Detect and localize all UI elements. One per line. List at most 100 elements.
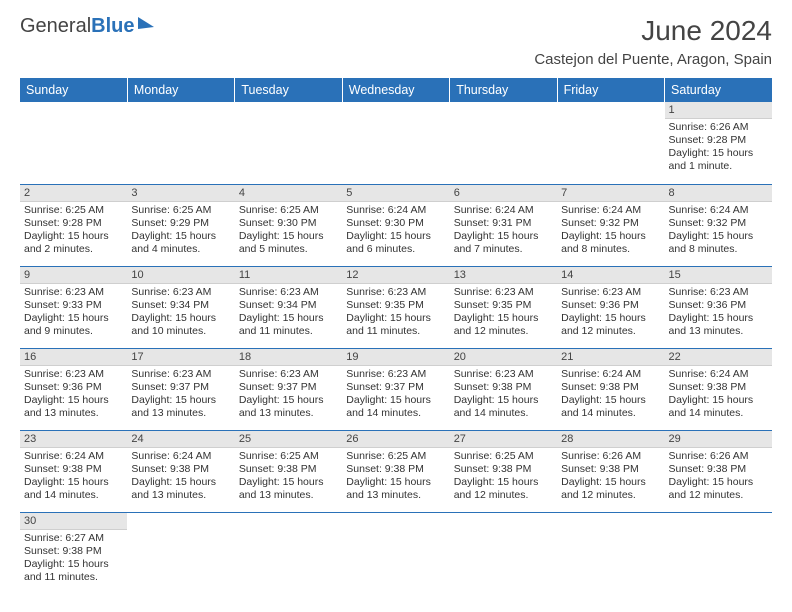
day-body: Sunrise: 6:23 AMSunset: 9:37 PMDaylight:…: [342, 366, 449, 425]
day-number: 30: [20, 513, 127, 530]
calendar-cell: [450, 102, 557, 184]
sunrise-text: Sunrise: 6:24 AM: [454, 204, 553, 217]
sunrise-text: Sunrise: 6:23 AM: [669, 286, 768, 299]
day-number: 14: [557, 267, 664, 284]
sunrise-text: Sunrise: 6:23 AM: [346, 368, 445, 381]
day-body: Sunrise: 6:23 AMSunset: 9:36 PMDaylight:…: [20, 366, 127, 425]
calendar-cell: 20Sunrise: 6:23 AMSunset: 9:38 PMDayligh…: [450, 348, 557, 430]
daylight-text: Daylight: 15 hours and 8 minutes.: [561, 230, 660, 256]
day-number: 20: [450, 349, 557, 366]
day-number: 3: [127, 185, 234, 202]
title-block: June 2024 Castejon del Puente, Aragon, S…: [534, 15, 772, 68]
calendar-row: 9Sunrise: 6:23 AMSunset: 9:33 PMDaylight…: [20, 266, 772, 348]
daylight-text: Daylight: 15 hours and 14 minutes.: [669, 394, 768, 420]
day-number: 10: [127, 267, 234, 284]
calendar-cell: 21Sunrise: 6:24 AMSunset: 9:38 PMDayligh…: [557, 348, 664, 430]
daylight-text: Daylight: 15 hours and 7 minutes.: [454, 230, 553, 256]
sunrise-text: Sunrise: 6:23 AM: [346, 286, 445, 299]
calendar-cell: [127, 512, 234, 594]
calendar-cell: 2Sunrise: 6:25 AMSunset: 9:28 PMDaylight…: [20, 184, 127, 266]
day-body: Sunrise: 6:25 AMSunset: 9:30 PMDaylight:…: [235, 202, 342, 261]
day-body: Sunrise: 6:23 AMSunset: 9:37 PMDaylight:…: [235, 366, 342, 425]
day-body: Sunrise: 6:23 AMSunset: 9:33 PMDaylight:…: [20, 284, 127, 343]
sunrise-text: Sunrise: 6:24 AM: [561, 368, 660, 381]
calendar-cell: 15Sunrise: 6:23 AMSunset: 9:36 PMDayligh…: [665, 266, 772, 348]
sunset-text: Sunset: 9:36 PM: [561, 299, 660, 312]
sunset-text: Sunset: 9:30 PM: [346, 217, 445, 230]
daylight-text: Daylight: 15 hours and 10 minutes.: [131, 312, 230, 338]
day-number: 4: [235, 185, 342, 202]
calendar-cell: 8Sunrise: 6:24 AMSunset: 9:32 PMDaylight…: [665, 184, 772, 266]
sunrise-text: Sunrise: 6:23 AM: [239, 368, 338, 381]
sunset-text: Sunset: 9:38 PM: [561, 381, 660, 394]
daylight-text: Daylight: 15 hours and 12 minutes.: [669, 476, 768, 502]
day-body: Sunrise: 6:23 AMSunset: 9:35 PMDaylight:…: [450, 284, 557, 343]
daylight-text: Daylight: 15 hours and 1 minute.: [669, 147, 768, 173]
month-title: June 2024: [534, 15, 772, 47]
day-body: Sunrise: 6:25 AMSunset: 9:29 PMDaylight:…: [127, 202, 234, 261]
day-header: Saturday: [665, 78, 772, 102]
sunrise-text: Sunrise: 6:23 AM: [454, 368, 553, 381]
sunrise-text: Sunrise: 6:24 AM: [24, 450, 123, 463]
sunset-text: Sunset: 9:38 PM: [454, 381, 553, 394]
sunrise-text: Sunrise: 6:25 AM: [131, 204, 230, 217]
day-body: Sunrise: 6:24 AMSunset: 9:30 PMDaylight:…: [342, 202, 449, 261]
sunset-text: Sunset: 9:35 PM: [346, 299, 445, 312]
daylight-text: Daylight: 15 hours and 12 minutes.: [561, 312, 660, 338]
day-number: 13: [450, 267, 557, 284]
day-number: 27: [450, 431, 557, 448]
day-body: Sunrise: 6:27 AMSunset: 9:38 PMDaylight:…: [20, 530, 127, 589]
calendar-cell: 27Sunrise: 6:25 AMSunset: 9:38 PMDayligh…: [450, 430, 557, 512]
daylight-text: Daylight: 15 hours and 5 minutes.: [239, 230, 338, 256]
sunset-text: Sunset: 9:33 PM: [24, 299, 123, 312]
sunrise-text: Sunrise: 6:24 AM: [346, 204, 445, 217]
calendar-cell: 9Sunrise: 6:23 AMSunset: 9:33 PMDaylight…: [20, 266, 127, 348]
day-number: 21: [557, 349, 664, 366]
calendar-cell: 7Sunrise: 6:24 AMSunset: 9:32 PMDaylight…: [557, 184, 664, 266]
calendar-head: SundayMondayTuesdayWednesdayThursdayFrid…: [20, 78, 772, 102]
day-number: 7: [557, 185, 664, 202]
day-number: 28: [557, 431, 664, 448]
day-body: Sunrise: 6:23 AMSunset: 9:36 PMDaylight:…: [557, 284, 664, 343]
sunset-text: Sunset: 9:30 PM: [239, 217, 338, 230]
day-body: Sunrise: 6:23 AMSunset: 9:38 PMDaylight:…: [450, 366, 557, 425]
sunset-text: Sunset: 9:36 PM: [24, 381, 123, 394]
day-body: Sunrise: 6:24 AMSunset: 9:38 PMDaylight:…: [557, 366, 664, 425]
calendar-cell: 13Sunrise: 6:23 AMSunset: 9:35 PMDayligh…: [450, 266, 557, 348]
calendar-cell: 17Sunrise: 6:23 AMSunset: 9:37 PMDayligh…: [127, 348, 234, 430]
day-body: Sunrise: 6:25 AMSunset: 9:38 PMDaylight:…: [342, 448, 449, 507]
day-body: Sunrise: 6:24 AMSunset: 9:32 PMDaylight:…: [665, 202, 772, 261]
daylight-text: Daylight: 15 hours and 14 minutes.: [346, 394, 445, 420]
calendar-row: 23Sunrise: 6:24 AMSunset: 9:38 PMDayligh…: [20, 430, 772, 512]
day-body: Sunrise: 6:25 AMSunset: 9:28 PMDaylight:…: [20, 202, 127, 261]
sunrise-text: Sunrise: 6:23 AM: [561, 286, 660, 299]
calendar-row: 16Sunrise: 6:23 AMSunset: 9:36 PMDayligh…: [20, 348, 772, 430]
location: Castejon del Puente, Aragon, Spain: [534, 51, 772, 68]
sunrise-text: Sunrise: 6:25 AM: [239, 450, 338, 463]
daylight-text: Daylight: 15 hours and 14 minutes.: [561, 394, 660, 420]
sunset-text: Sunset: 9:38 PM: [24, 463, 123, 476]
calendar-cell: [342, 512, 449, 594]
day-number: 16: [20, 349, 127, 366]
calendar-cell: 1Sunrise: 6:26 AMSunset: 9:28 PMDaylight…: [665, 102, 772, 184]
sunset-text: Sunset: 9:38 PM: [561, 463, 660, 476]
daylight-text: Daylight: 15 hours and 9 minutes.: [24, 312, 123, 338]
day-body: Sunrise: 6:26 AMSunset: 9:28 PMDaylight:…: [665, 119, 772, 178]
sunrise-text: Sunrise: 6:26 AM: [669, 121, 768, 134]
day-body: Sunrise: 6:25 AMSunset: 9:38 PMDaylight:…: [235, 448, 342, 507]
sunset-text: Sunset: 9:28 PM: [24, 217, 123, 230]
day-number: 22: [665, 349, 772, 366]
day-number: 12: [342, 267, 449, 284]
sunset-text: Sunset: 9:31 PM: [454, 217, 553, 230]
daylight-text: Daylight: 15 hours and 2 minutes.: [24, 230, 123, 256]
calendar-cell: 30Sunrise: 6:27 AMSunset: 9:38 PMDayligh…: [20, 512, 127, 594]
sunset-text: Sunset: 9:35 PM: [454, 299, 553, 312]
daylight-text: Daylight: 15 hours and 11 minutes.: [239, 312, 338, 338]
day-number: 2: [20, 185, 127, 202]
calendar-cell: 26Sunrise: 6:25 AMSunset: 9:38 PMDayligh…: [342, 430, 449, 512]
sunrise-text: Sunrise: 6:23 AM: [239, 286, 338, 299]
sunrise-text: Sunrise: 6:24 AM: [669, 368, 768, 381]
day-header: Friday: [557, 78, 664, 102]
calendar-cell: 16Sunrise: 6:23 AMSunset: 9:36 PMDayligh…: [20, 348, 127, 430]
day-header: Thursday: [450, 78, 557, 102]
